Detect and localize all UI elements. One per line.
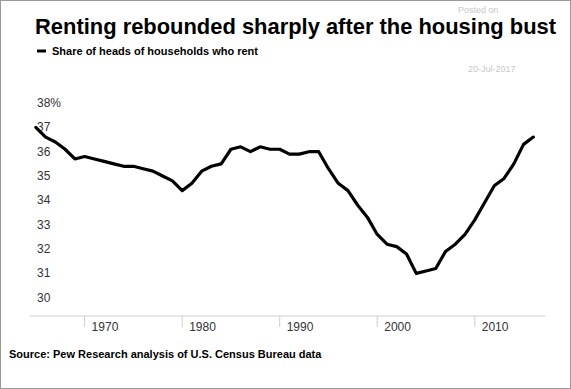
x-tick-label: 2010 xyxy=(482,320,509,334)
legend-swatch xyxy=(37,50,46,53)
x-tick xyxy=(84,316,85,327)
y-tick-label: 34 xyxy=(37,193,51,207)
x-tick xyxy=(474,316,475,327)
title: Renting rebounded sharply after the hous… xyxy=(35,14,557,39)
x-tick-label: 1990 xyxy=(287,320,314,334)
legend-label: Share of heads of households who rent xyxy=(52,45,258,57)
x-tick-label: 1970 xyxy=(92,320,119,334)
source: Source: Pew Research analysis of U.S. Ce… xyxy=(9,348,322,360)
x-tick-label: 1980 xyxy=(189,320,216,334)
y-tick-label: 38% xyxy=(37,96,61,110)
chart: Posted on20-Jul-2017Renting rebounded sh… xyxy=(0,0,571,389)
x-tick xyxy=(377,316,378,327)
plot-area xyxy=(36,127,533,273)
y-tick-label: 35 xyxy=(37,169,51,183)
data-line xyxy=(36,127,533,273)
x-tick xyxy=(279,316,280,327)
y-tick-label: 30 xyxy=(37,291,51,305)
frame xyxy=(1,1,571,389)
y-tick-label: 31 xyxy=(37,266,51,280)
y-tick-label: 32 xyxy=(37,242,51,256)
x-axis xyxy=(30,316,545,317)
x-tick-label: 2000 xyxy=(384,320,411,334)
watermark: 20-Jul-2017 xyxy=(468,64,516,74)
x-tick xyxy=(182,316,183,327)
y-tick-label: 36 xyxy=(37,145,51,159)
y-tick-label: 33 xyxy=(37,218,51,232)
